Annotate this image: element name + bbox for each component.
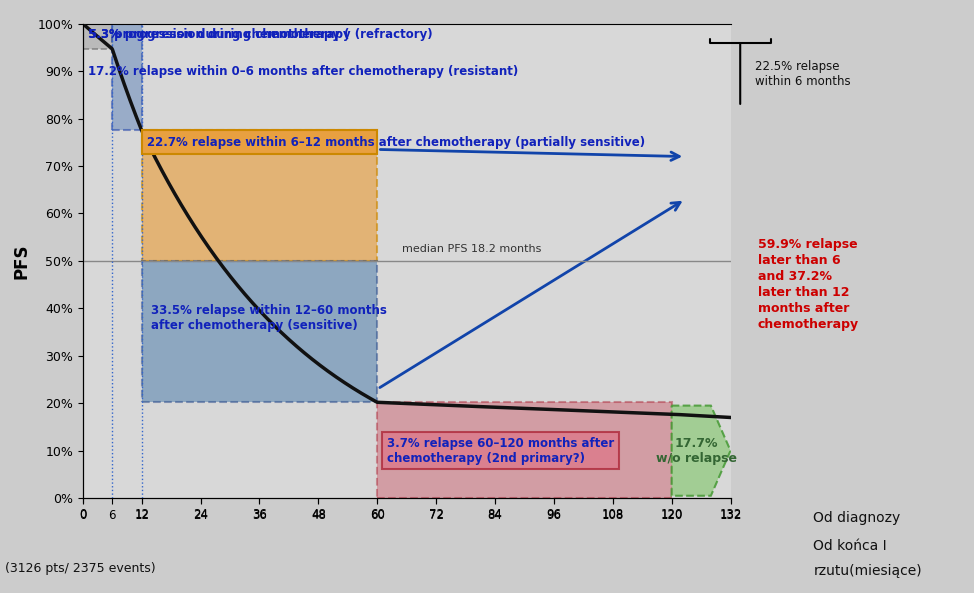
Text: Od diagnozy: Od diagnozy xyxy=(813,511,901,525)
Bar xyxy=(83,24,112,49)
Text: 17.2% relapse within 0–6 months after chemotherapy (resistant): 17.2% relapse within 0–6 months after ch… xyxy=(88,65,518,78)
Text: 22.5% relapse
within 6 months: 22.5% relapse within 6 months xyxy=(755,60,850,88)
Text: 22.7% relapse within 6–12 months after chemotherapy (partially sensitive): 22.7% relapse within 6–12 months after c… xyxy=(146,136,645,149)
Y-axis label: PFS: PFS xyxy=(13,243,30,279)
Polygon shape xyxy=(672,406,730,496)
Text: Od końca I: Od końca I xyxy=(813,538,887,553)
Text: rzutu(miesiące): rzutu(miesiące) xyxy=(813,564,922,578)
Bar xyxy=(141,130,377,154)
Text: (3126 pts/ 2375 events): (3126 pts/ 2375 events) xyxy=(5,562,156,575)
Text: 5.3%: 5.3% xyxy=(88,28,121,41)
Bar xyxy=(141,261,377,402)
Text: 5.3% progression during chemotherapy (refractory): 5.3% progression during chemotherapy (re… xyxy=(88,28,432,41)
Text: 33.5% relapse within 12–60 months
after chemotherapy (sensitive): 33.5% relapse within 12–60 months after … xyxy=(152,304,388,332)
Bar xyxy=(377,402,672,498)
Text: 59.9% relapse
later than 6
and 37.2%
later than 12
months after
chemotherapy: 59.9% relapse later than 6 and 37.2% lat… xyxy=(758,238,859,331)
Text: 17.7%
w/o relapse: 17.7% w/o relapse xyxy=(656,436,736,465)
Bar xyxy=(141,130,377,261)
Text: median PFS 18.2 months: median PFS 18.2 months xyxy=(401,244,542,254)
Text: progression during chemotherapy (: progression during chemotherapy ( xyxy=(110,28,349,41)
Bar xyxy=(112,24,141,130)
Text: 3.7% relapse 60–120 months after
chemotherapy (2nd primary?): 3.7% relapse 60–120 months after chemoth… xyxy=(387,436,615,465)
